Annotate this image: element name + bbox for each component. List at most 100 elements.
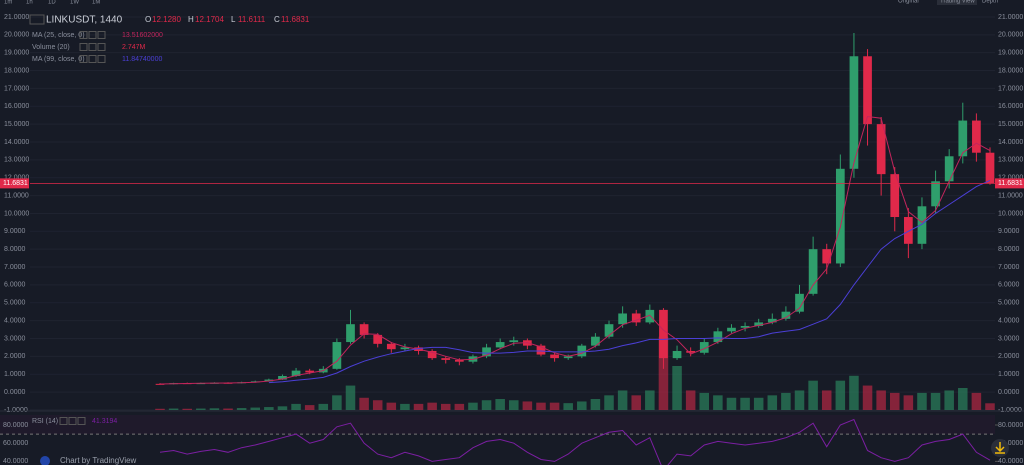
volume-bar: [468, 402, 478, 410]
volume-bar: [291, 403, 301, 410]
indicator-button[interactable]: [97, 55, 106, 63]
candle-body: [550, 354, 559, 359]
ohlc-value: 11.6831: [281, 15, 310, 24]
candle-body: [155, 383, 165, 385]
interval-button[interactable]: 1D: [48, 0, 56, 6]
rsi-name: RSI (14): [32, 418, 58, 425]
volume-bar: [631, 395, 641, 410]
candle-body: [917, 206, 927, 244]
indicator-value: 11.84740000: [122, 56, 162, 63]
price-tag-left: [0, 178, 29, 189]
candle-body: [835, 168, 845, 264]
candle-body: [359, 324, 369, 335]
y-tick-label-left: 14.0000: [4, 139, 29, 146]
y-tick-label-left: 12.0000: [4, 175, 29, 182]
indicator-button[interactable]: [79, 31, 88, 39]
volume-bar: [713, 395, 723, 410]
candle-body: [876, 124, 886, 175]
y-tick-label-right: 10.0000: [998, 210, 1023, 217]
volume-bar: [400, 403, 410, 410]
y-tick-label-right: 5.0000: [998, 300, 1020, 307]
y-tick-label-right: 18.0000: [998, 67, 1023, 74]
volume-bar: [182, 408, 192, 410]
candle-body: [822, 249, 832, 264]
view-tab[interactable]: Trading View: [940, 0, 975, 5]
candle-body: [754, 322, 764, 326]
volume-bar: [522, 401, 533, 410]
y-tick-label-right: 17.0000: [998, 85, 1023, 92]
y-tick-label-right: 7.0000: [998, 264, 1020, 271]
volume-bar: [536, 402, 546, 410]
y-tick-label-right: 8.0000: [998, 246, 1020, 253]
candle-body: [958, 120, 968, 157]
volume-bar: [862, 385, 873, 410]
indicator-button[interactable]: [88, 55, 97, 63]
ohlc-value: 12.1280: [152, 15, 181, 24]
ma99-line: [268, 179, 991, 384]
volume-bar: [454, 403, 465, 410]
interval-button[interactable]: 1h: [26, 0, 33, 6]
indicator-button[interactable]: [79, 43, 88, 51]
candle-body: [808, 249, 818, 294]
interval-button[interactable]: 1M: [92, 0, 100, 6]
volume-bar: [889, 392, 900, 410]
y-tick-label-left: 16.0000: [4, 103, 29, 110]
indicator-button[interactable]: [97, 43, 106, 51]
volume-bar: [985, 403, 995, 410]
volume-bar: [250, 407, 261, 410]
y-tick-label-left: 17.0000: [4, 85, 29, 92]
volume-bar: [318, 403, 329, 410]
interval-button[interactable]: 1W: [70, 0, 79, 6]
volume-bar: [685, 390, 696, 410]
volume-bar: [658, 336, 669, 410]
candle-body: [944, 156, 954, 182]
candle-body: [577, 345, 587, 357]
y-tick-label-left: 15.0000: [4, 121, 29, 128]
interval-button[interactable]: 1m: [4, 0, 12, 6]
volume-bar: [835, 380, 846, 410]
candle-body: [305, 370, 315, 373]
volume-bar: [481, 400, 492, 410]
indicator-button[interactable]: [97, 31, 106, 39]
volume-bar: [563, 403, 573, 410]
y-tick-label-right: 16.0000: [998, 103, 1023, 110]
collapse-icon[interactable]: [29, 14, 45, 25]
ohlc-value: 12.1704: [195, 15, 224, 24]
candle-body: [618, 313, 627, 325]
volume-bar: [672, 366, 682, 410]
candle-body: [781, 311, 791, 319]
indicator-value: 2.747M: [122, 44, 146, 51]
price-tag-right: [995, 178, 1024, 189]
y-tick-label-right: 21.0000: [998, 14, 1023, 21]
y-tick-label-right: 14.0000: [998, 139, 1023, 146]
candle-body: [740, 325, 750, 328]
volume-bar: [617, 390, 628, 410]
volume-bar: [767, 395, 778, 410]
volume-bar: [917, 392, 927, 410]
candle-body: [373, 334, 383, 344]
view-tab[interactable]: Depth: [982, 0, 998, 5]
candle-body: [386, 343, 396, 350]
y-tick-label-right: 1.0000: [998, 371, 1020, 378]
volume-bar: [549, 402, 560, 410]
indicator-button[interactable]: [88, 43, 97, 51]
indicator-button[interactable]: [79, 55, 88, 63]
y-tick-label-left: 21.0000: [4, 14, 29, 21]
indicator-button[interactable]: [68, 417, 77, 425]
candle-body: [727, 327, 736, 332]
ohlc-key: L: [231, 15, 236, 24]
indicator-name: Volume (20): [32, 44, 70, 51]
volume-bar: [223, 408, 233, 410]
y-tick-label-right: 15.0000: [998, 121, 1023, 128]
indicator-button[interactable]: [59, 417, 68, 425]
view-tab[interactable]: Original: [898, 0, 919, 5]
y-tick-label-left: -1.0000: [4, 407, 28, 414]
indicator-button[interactable]: [88, 31, 97, 39]
indicator-name: MA (99, close, 0): [32, 56, 85, 63]
volume-bar: [386, 402, 397, 410]
indicator-button[interactable]: [77, 417, 86, 425]
volume-bar: [427, 402, 437, 410]
volume-bar: [699, 392, 710, 410]
y-tick-label-left: 4.0000: [4, 317, 26, 324]
y-tick-label-left: 11.0000: [4, 192, 29, 199]
